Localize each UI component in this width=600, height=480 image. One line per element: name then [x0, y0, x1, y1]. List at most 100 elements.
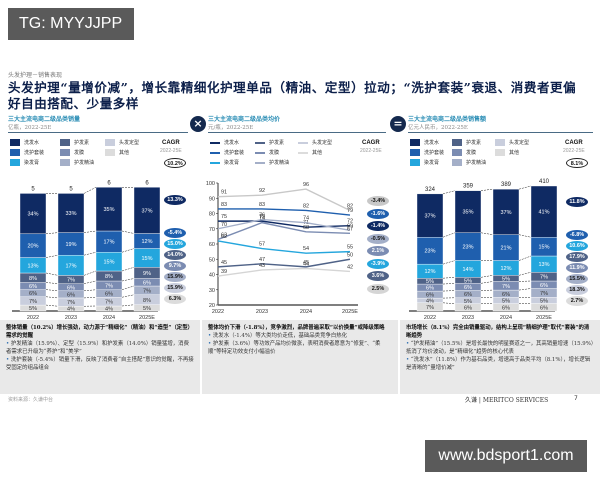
line-swatch-icon [298, 151, 308, 154]
svg-text:6%: 6% [67, 285, 75, 291]
svg-text:5%: 5% [502, 276, 510, 282]
swatch-icon [60, 139, 70, 146]
svg-text:7%: 7% [540, 291, 548, 297]
legend-label: 洗发水 [24, 140, 40, 146]
svg-text:6%: 6% [143, 280, 151, 286]
svg-text:76: 76 [259, 213, 265, 219]
legend-label: 洗发水 [424, 140, 440, 146]
svg-text:57: 57 [259, 242, 265, 248]
svg-text:6%: 6% [464, 292, 472, 298]
svg-text:7%: 7% [540, 275, 548, 281]
note-heading: 整体均价下滑（-1.8%），竞争激烈，品牌普遍采取“以价换量”或降级策略 [208, 325, 385, 331]
cagr-period: 2022-25E [563, 148, 585, 154]
legend-label: 其他 [509, 150, 520, 156]
svg-text:13%: 13% [538, 262, 549, 268]
cagr-badge: -6.8% [566, 230, 588, 240]
svg-text:6%: 6% [502, 305, 510, 311]
panel-price: 三大主流电商二级品类均价 元/瓶，2022-25E [208, 114, 386, 133]
svg-text:2022: 2022 [212, 309, 224, 315]
svg-text:6%: 6% [540, 283, 548, 289]
svg-text:6%: 6% [464, 305, 472, 311]
svg-text:20%: 20% [27, 244, 38, 250]
swatch-icon [60, 159, 70, 166]
svg-text:92: 92 [259, 188, 265, 194]
cagr-badge: 13.3% [164, 195, 186, 205]
line-swatch-icon [255, 151, 265, 154]
svg-text:40: 40 [209, 273, 215, 279]
legend-label: 护发精油 [269, 160, 290, 166]
chart-subtitle: 亿瓶，2022-25E [8, 123, 188, 133]
legend-label: 头发定型 [119, 140, 140, 146]
legend-label: 其他 [119, 150, 130, 156]
price-line-chart: 20 30 40 50 60 70 80 90 100 2022 2023 2024 2025E 91 92… [206, 181, 358, 315]
swatch-icon [452, 139, 462, 146]
svg-text:4%: 4% [67, 307, 75, 313]
svg-text:90: 90 [209, 196, 215, 202]
svg-text:2023: 2023 [462, 315, 474, 320]
svg-text:2025E: 2025E [139, 315, 155, 320]
svg-text:45: 45 [221, 260, 227, 266]
legend-label: 发膜 [466, 150, 477, 156]
note-heading: 整体销量（10.2%）增长强劲，动力源于“精细化”（精油）和“造型”（定型）需求… [6, 325, 193, 339]
company-logo: 久谦 | MERITCO SERVICES [465, 397, 549, 404]
svg-text:50: 50 [209, 257, 215, 263]
svg-text:74: 74 [303, 216, 309, 222]
svg-text:13%: 13% [27, 263, 38, 269]
swatch-icon [10, 149, 20, 156]
sales-stacked-bar-chart: 7%4%6%6%5%12%23%37%32420226%5%6%6%5%14%2… [409, 179, 558, 320]
cagr-badge: 10.6% [566, 241, 588, 251]
cagr-label: CAGR [162, 140, 180, 146]
svg-text:17%: 17% [103, 240, 114, 246]
svg-text:100: 100 [206, 181, 215, 187]
svg-text:12%: 12% [424, 269, 435, 275]
cagr-badge: -1.6% [367, 208, 389, 219]
chart-title: 三大主流电商二级品类销量 [8, 116, 81, 123]
legend-label: 染发膏 [24, 160, 40, 166]
svg-text:42: 42 [347, 264, 353, 270]
page-number: 7 [574, 395, 578, 402]
legend-label: 护发精油 [466, 160, 487, 166]
svg-text:6%: 6% [67, 292, 75, 298]
svg-text:23%: 23% [424, 249, 435, 255]
volume-stacked-bar-chart: 5%7%6%6%8%13%20%34%520224%7%6%6%7%17%19%… [12, 180, 161, 320]
line-swatch-icon [255, 141, 265, 144]
line-swatch-icon [210, 161, 220, 164]
svg-text:67: 67 [347, 226, 353, 232]
svg-text:6%: 6% [105, 292, 113, 298]
svg-text:7%: 7% [29, 299, 37, 305]
svg-text:45: 45 [303, 260, 309, 266]
svg-text:17%: 17% [65, 263, 76, 269]
svg-text:4%: 4% [426, 298, 434, 304]
cagr-badge: 2.1% [367, 246, 389, 256]
cagr-badge: 11.8% [566, 197, 588, 207]
cagr-badge: -1.4% [367, 221, 389, 231]
svg-text:5: 5 [31, 186, 35, 192]
swatch-icon [495, 139, 505, 146]
svg-text:35%: 35% [103, 207, 114, 213]
chart-title: 三大主流电商二级品类销售额 [408, 116, 487, 123]
swatch-icon [452, 149, 462, 156]
legend-label: 其他 [312, 150, 323, 156]
legend-label: 染发膏 [424, 160, 440, 166]
svg-text:389: 389 [501, 182, 512, 188]
legend-label: 护发素 [466, 140, 482, 146]
note-bullet: “洗发水”（11.8%）作为基石品类，增速高于品类平均（8.1%），增长逻辑是清… [406, 356, 594, 372]
swatch-icon [60, 149, 70, 156]
svg-text:15%: 15% [103, 260, 114, 266]
svg-text:8%: 8% [143, 298, 151, 304]
cagr-badge: 15.9% [164, 272, 186, 282]
legend-label: 护发精油 [74, 160, 95, 166]
svg-text:20: 20 [209, 303, 215, 309]
svg-text:2022: 2022 [27, 315, 39, 320]
svg-text:14%: 14% [462, 267, 473, 273]
svg-text:7%: 7% [67, 300, 75, 306]
svg-text:7%: 7% [426, 305, 434, 311]
cagr-badge: 15.5% [566, 274, 588, 284]
svg-text:37%: 37% [500, 210, 511, 216]
svg-text:324: 324 [425, 187, 436, 193]
svg-text:2025E: 2025E [536, 315, 552, 320]
svg-text:82: 82 [303, 203, 309, 209]
cagr-period: 2022-25E [360, 148, 382, 154]
cagr-badge: 9.7% [164, 261, 186, 271]
legend-label: 护发素 [269, 140, 285, 146]
